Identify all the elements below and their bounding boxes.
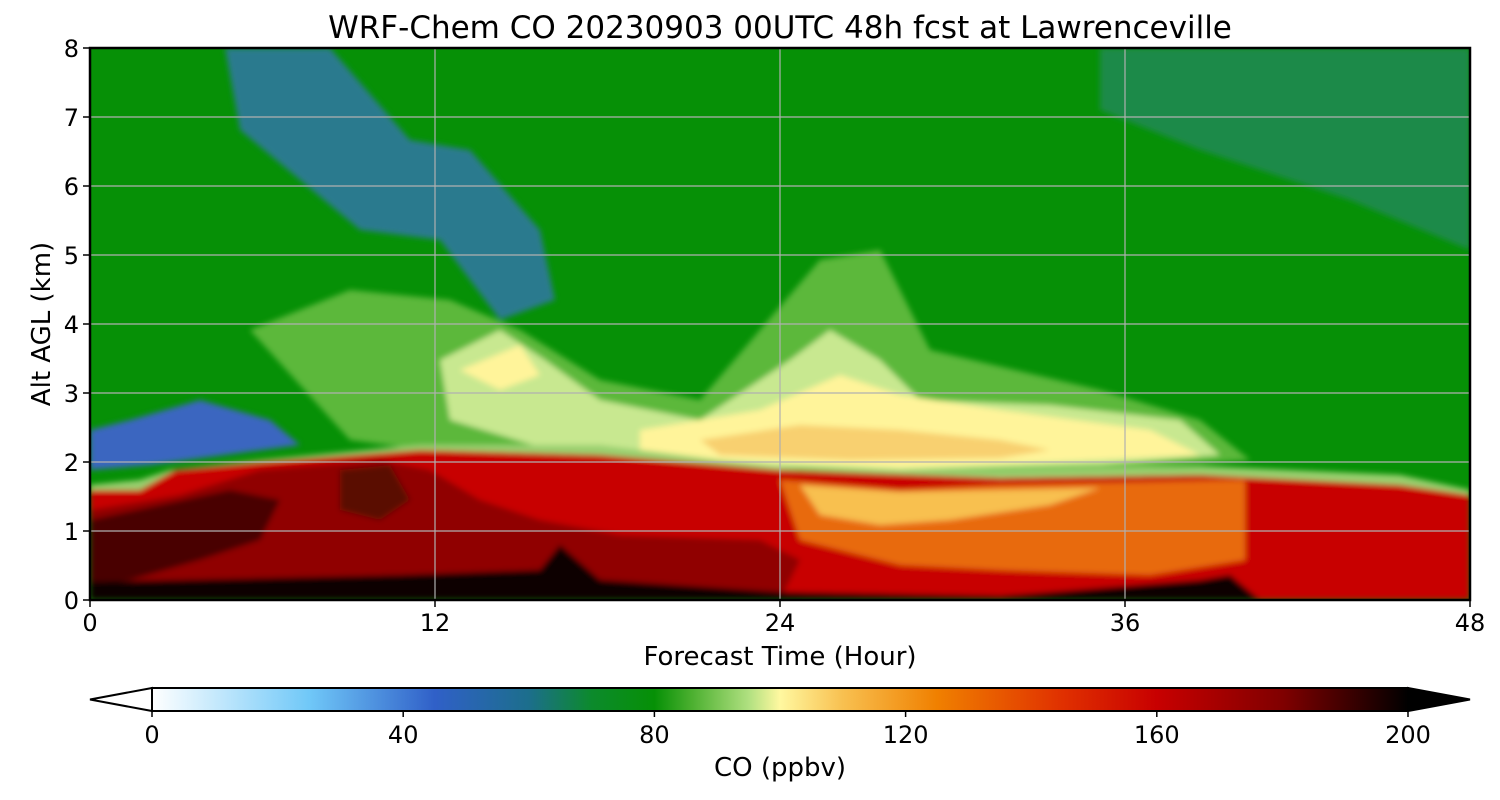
co-band-darkest-left [90,490,280,585]
y-tick-label: 5 [64,242,79,270]
co-band-yellow [460,345,1200,468]
colorbar-extend-high [1407,686,1471,713]
x-tick-label: 12 [420,609,451,637]
co-band-darkest-mid [340,465,410,520]
co-band-black-base [90,545,1260,600]
x-tick-label: 48 [1455,609,1486,637]
co-band-orange-core [700,425,1050,460]
colorbar: 0 40 80 120 160 200 CO (ppbv) [89,686,1471,783]
y-tick-label: 8 [64,35,79,63]
y-tick-label: 7 [64,104,79,132]
co-band-blue-low [90,400,300,470]
x-axis: 0 12 24 36 48 [82,600,1485,637]
colorbar-tick-label: 200 [1385,721,1431,749]
y-axis-label: Alt AGL (km) [27,242,57,406]
y-tick-label: 3 [64,380,79,408]
y-tick-label: 4 [64,311,79,339]
y-axis: 0 1 2 3 4 5 6 7 8 [64,35,90,615]
x-axis-label: Forecast Time (Hour) [643,642,916,672]
co-band-upper-blue [225,48,555,320]
colorbar-frame [151,687,1409,712]
colorbar-tick-label: 120 [883,721,929,749]
colorbar-tick-label: 40 [388,721,419,749]
co-band-yellow-low [800,485,1100,525]
gridlines [90,48,1470,600]
co-band-dark-red [90,460,800,600]
colorbar-tick-label: 0 [144,721,159,749]
colorbar-tick-label: 80 [639,721,670,749]
y-tick-label: 2 [64,449,79,477]
x-tick-label: 24 [765,609,796,637]
y-tick-label: 1 [64,518,79,546]
x-tick-label: 36 [1110,609,1141,637]
x-tick-label: 0 [82,609,97,637]
colorbar-tick-label: 160 [1134,721,1180,749]
colorbar-extend-low [89,686,153,713]
y-tick-label: 6 [64,173,79,201]
colorbar-body [152,688,1408,711]
y-tick-label: 0 [64,587,79,615]
colorbar-ticks: 0 40 80 120 160 200 [144,711,1431,749]
chart-title: WRF-Chem CO 20230903 00UTC 48h fcst at L… [328,10,1232,46]
colorbar-label: CO (ppbv) [714,753,846,783]
co-band-upper-teal [1100,48,1470,250]
